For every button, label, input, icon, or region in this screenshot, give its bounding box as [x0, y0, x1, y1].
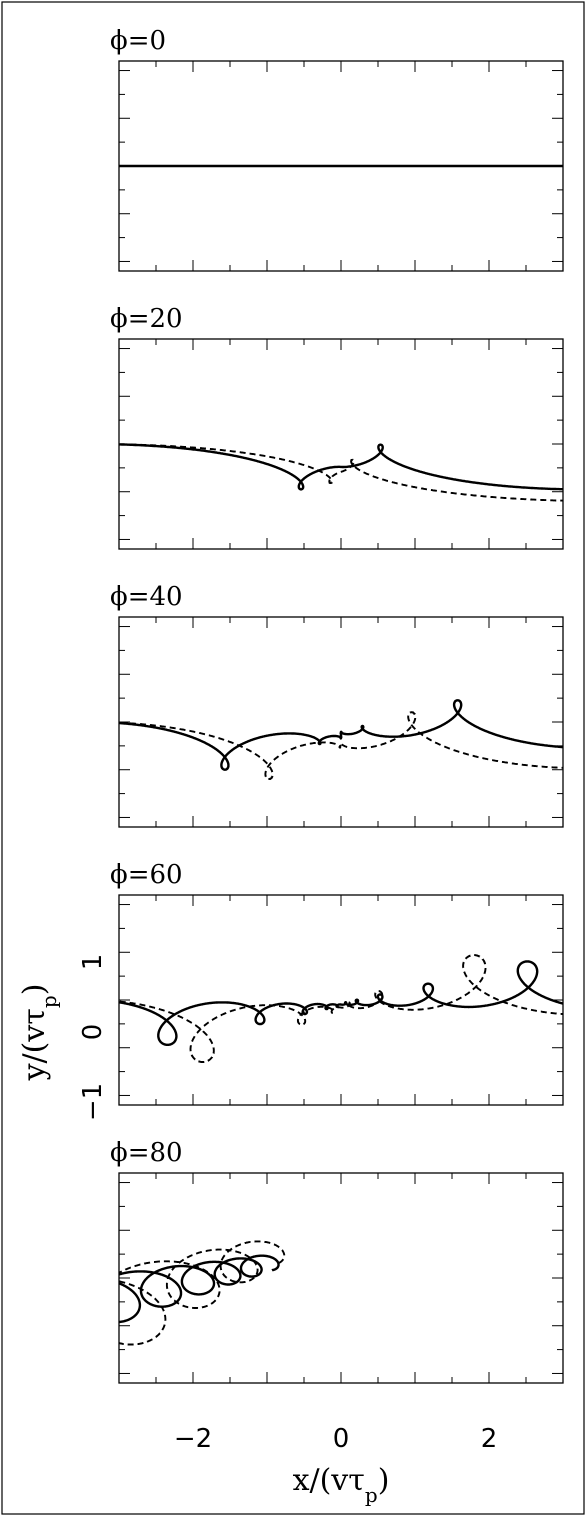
x-tick-label: 0: [333, 1424, 350, 1454]
panel: ϕ=80: [110, 1138, 564, 1384]
x-axis-label: x/(vτp): [293, 1463, 390, 1507]
panel: ϕ=60: [110, 860, 564, 1106]
solid-trajectory: [119, 960, 563, 1046]
panel-label: ϕ=0: [110, 26, 166, 56]
y-axis-label: y/(vτp): [17, 984, 61, 1082]
panel-label: ϕ=20: [110, 304, 183, 334]
y-tick-label: −1: [78, 1083, 108, 1121]
panel: ϕ=40: [110, 582, 564, 828]
dashed-trajectory: [119, 1240, 286, 1346]
y-tick-labels: −1 0 1: [78, 954, 108, 1121]
axes-frame: [118, 1172, 564, 1384]
dashed-trajectory: [119, 443, 563, 502]
y-tick-label: 1: [78, 954, 108, 971]
solid-trajectory: [119, 1254, 280, 1324]
x-tick-label: −2: [174, 1424, 212, 1454]
x-tick-labels: −2 0 2: [174, 1424, 497, 1454]
panels: ϕ=0 ϕ=20 ϕ=40 ϕ=60 ϕ=80: [110, 26, 564, 1384]
dashed-trajectory: [119, 954, 563, 1063]
panel: ϕ=0: [110, 26, 564, 272]
axes-frame: [118, 616, 564, 828]
y-tick-label: 0: [78, 1024, 108, 1041]
panel-label: ϕ=80: [110, 1138, 183, 1168]
dashed-trajectory: [119, 711, 563, 780]
axes-frame: [118, 338, 564, 550]
panel-label: ϕ=60: [110, 860, 183, 890]
panel-label: ϕ=40: [110, 582, 183, 612]
panel: ϕ=20: [110, 304, 564, 550]
x-tick-label: 2: [481, 1424, 498, 1454]
solid-trajectory: [119, 699, 563, 771]
solid-trajectory: [119, 443, 563, 491]
